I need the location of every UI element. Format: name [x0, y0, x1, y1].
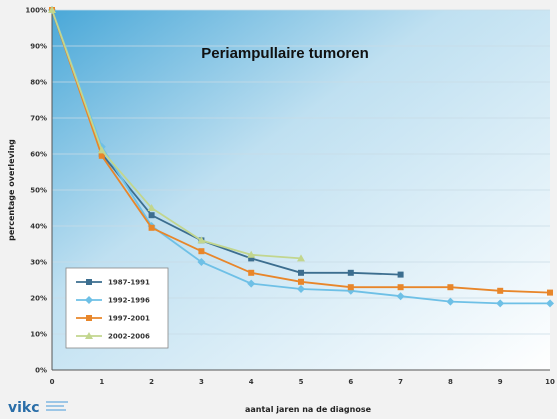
data-point: [397, 271, 404, 278]
x-tick-label: 10: [545, 378, 555, 386]
data-point: [148, 224, 155, 231]
data-point: [197, 258, 206, 266]
legend-item: 1992-1996: [76, 296, 150, 305]
legend-label: 1997-2001: [108, 315, 150, 323]
legend: 1987-1991 1992-1996 1997-2001 2002-2006: [65, 267, 169, 349]
data-point: [446, 297, 455, 306]
vikc-logo-icon: vikc: [8, 400, 68, 416]
y-tick-labels: 0% 10% 20% 30% 40% 50% 60% 70% 80% 90% 100%: [25, 7, 47, 375]
x-axis-title: aantal jaren na de diagnose: [245, 405, 372, 414]
x-tick-label: 5: [299, 378, 304, 386]
x-tick-label: 9: [498, 378, 503, 386]
legend-marker: [85, 332, 93, 339]
y-tick-label: 80%: [30, 79, 47, 87]
x-tick-label: 7: [398, 378, 403, 386]
data-point: [297, 285, 305, 293]
data-point: [447, 284, 454, 291]
data-point: [48, 6, 56, 13]
legend-marker: [86, 315, 92, 321]
data-point: [496, 299, 505, 308]
x-tick-label: 0: [50, 378, 55, 386]
series-line: [51, 9, 302, 260]
series-2002-2006: [48, 6, 305, 262]
legend-item: 2002-2006: [76, 332, 150, 341]
data-point: [547, 289, 553, 296]
x-tick-label: 6: [348, 378, 353, 386]
x-tick-label: 4: [249, 378, 254, 386]
logo-text: vikc: [8, 400, 40, 416]
series-layer: [48, 6, 554, 308]
y-tick-label: 30%: [30, 259, 47, 267]
y-tick-label: 10%: [30, 331, 47, 339]
y-tick-label: 50%: [30, 187, 47, 195]
y-tick-label: 20%: [30, 295, 47, 303]
data-point: [347, 269, 354, 276]
legend-label: 2002-2006: [108, 333, 150, 341]
data-point: [298, 278, 304, 285]
data-point: [148, 212, 155, 219]
legend-marker: [85, 296, 93, 304]
data-point: [347, 284, 354, 291]
data-point: [497, 287, 504, 294]
legend-label: 1987-1991: [108, 279, 150, 287]
data-point: [248, 255, 255, 262]
legend-marker: [86, 279, 92, 285]
data-point: [198, 248, 205, 255]
y-tick-label: 0%: [35, 367, 47, 375]
data-point: [396, 292, 405, 301]
y-tick-label: 90%: [30, 43, 47, 51]
data-point: [248, 269, 255, 276]
y-tick-label: 40%: [30, 223, 47, 231]
axes: [51, 10, 550, 371]
data-point: [197, 236, 206, 244]
y-tick-label: 70%: [30, 115, 47, 123]
data-point: [247, 250, 256, 258]
data-point: [247, 279, 256, 288]
x-tick-label: 1: [99, 378, 104, 386]
legend-item: 1987-1991: [76, 279, 150, 287]
x-tick-label: 3: [199, 378, 204, 386]
y-axis-title: percentage overleving: [7, 139, 16, 241]
legend-label: 1992-1996: [108, 297, 150, 305]
data-point: [298, 269, 304, 276]
chart-title: Periampullaire tumoren: [201, 45, 369, 62]
data-point: [147, 204, 156, 211]
x-tick-label: 8: [448, 378, 453, 386]
data-point: [397, 284, 404, 291]
data-point: [98, 152, 105, 159]
gridlines: [52, 9, 550, 335]
x-tick-label: 2: [149, 378, 154, 386]
series-line: [51, 9, 401, 276]
data-point: [546, 299, 554, 308]
y-tick-label: 60%: [30, 151, 47, 159]
y-tick-label: 100%: [25, 7, 47, 15]
data-point: [297, 254, 305, 262]
legend-item: 1997-2001: [76, 315, 150, 323]
x-tick-labels: 0 1 2 3 4 5 6 7 8 9 10: [50, 378, 555, 386]
data-point: [97, 146, 106, 154]
